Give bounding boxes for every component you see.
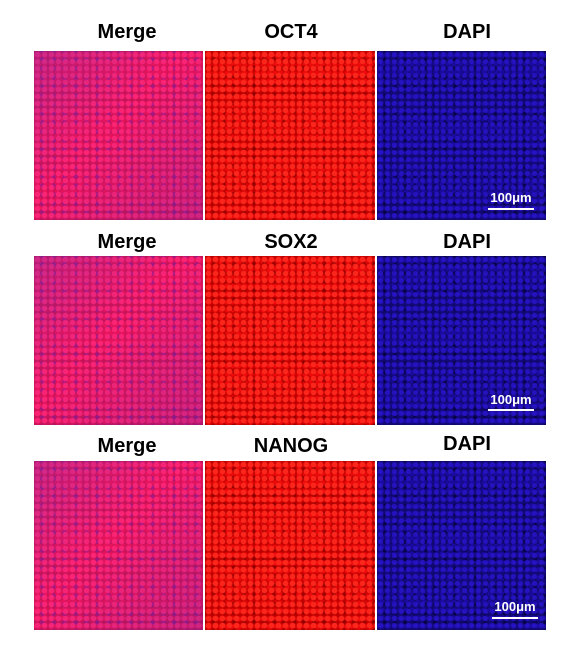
oct4-image [205,51,375,220]
scale-bar [492,617,538,619]
dapi-image: 100μm [377,51,546,220]
panel-label-sox2: SOX2 [264,231,318,253]
scale-bar [488,208,534,210]
dapi-image: 100μm [377,461,546,630]
panel-label-merge: Merge [97,231,157,253]
panel-label-dapi: DAPI [443,433,491,455]
panel-label-merge: Merge [97,21,157,43]
dapi-image: 100μm [377,256,546,425]
merge-image [34,461,203,630]
panel-label-oct4: OCT4 [264,21,318,43]
panel-label-merge: Merge [97,435,157,457]
scale-bar-label: 100μm [490,392,532,407]
scale-bar-label: 100μm [490,190,532,205]
panel-label-dapi: DAPI [443,231,491,253]
merge-image [34,51,203,220]
merge-image [34,256,203,425]
nanog-image [205,461,375,630]
sox2-image [205,256,375,425]
scale-bar [488,409,534,411]
panel-label-dapi: DAPI [443,21,491,43]
scale-bar-label: 100μm [494,599,536,614]
panel-label-nanog: NANOG [253,435,329,457]
